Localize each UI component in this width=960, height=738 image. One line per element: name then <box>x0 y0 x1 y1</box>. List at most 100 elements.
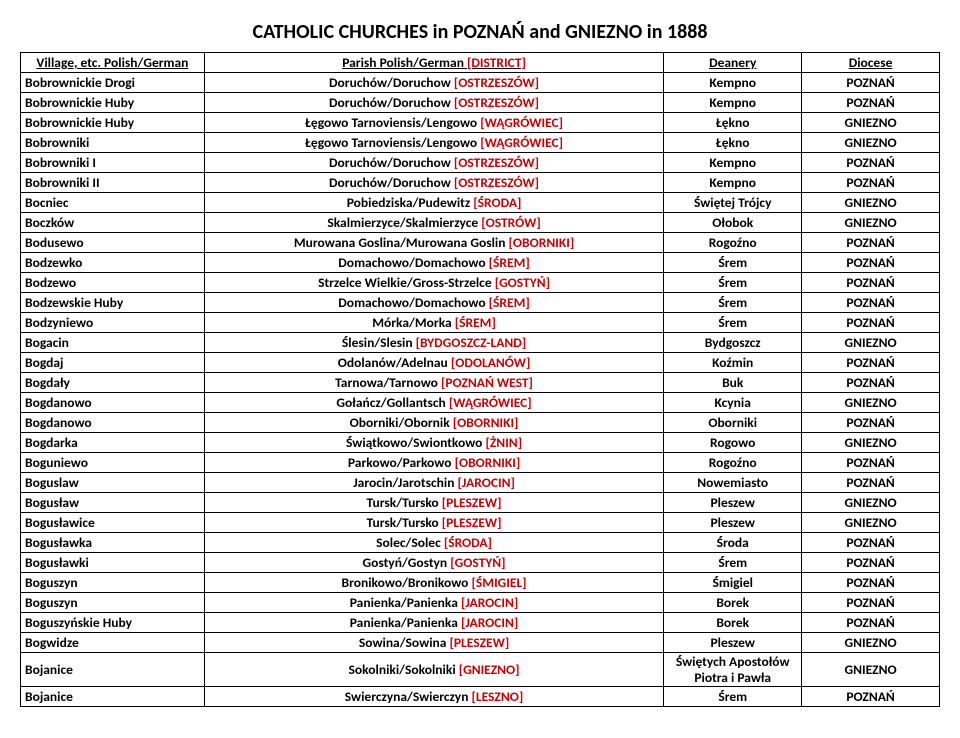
district-text: [ŚREM] <box>455 314 496 331</box>
deanery-cell: Środa <box>664 533 802 553</box>
village-cell: Bogusław <box>21 493 205 513</box>
diocese-cell: POZNAŃ <box>802 373 940 393</box>
page-title: CATHOLIC CHURCHES in POZNAŃ and GNIEZNO … <box>20 20 940 44</box>
parish-cell: Doruchów/Doruchow [OSTRZESZÓW] <box>204 153 664 173</box>
parish-cell: Odolanów/Adelnau [ODOLANÓW] <box>204 353 664 373</box>
deanery-cell: Śrem <box>664 313 802 333</box>
village-cell: Boguszyńskie Huby <box>21 613 205 633</box>
village-cell: Bogusławki <box>21 553 205 573</box>
table-row: BojaniceSokolniki/Sokolniki [GNIEZNO]Świ… <box>21 653 940 687</box>
deanery-cell: Rogoźno <box>664 453 802 473</box>
parish-text: Świątkowo/Swiontkowo <box>346 434 485 451</box>
parish-text: Skalmierzyce/Skalmierzyce <box>327 214 481 231</box>
table-row: BobrownikiŁęgowo Tarnoviensis/Lengowo [W… <box>21 133 940 153</box>
district-text: [OBORNIKI] <box>509 234 575 251</box>
parish-cell: Solec/Solec [ŚRODA] <box>204 533 664 553</box>
parish-text: Murowana Goslina/Murowana Goslin <box>294 234 509 251</box>
diocese-cell: POZNAŃ <box>802 593 940 613</box>
village-cell: Bodzewskie Huby <box>21 293 205 313</box>
parish-cell: Mórka/Morka [ŚREM] <box>204 313 664 333</box>
village-cell: Bodusewo <box>21 233 205 253</box>
diocese-cell: GNIEZNO <box>802 493 940 513</box>
district-text: [OBORNIKI] <box>453 414 519 431</box>
village-cell: Bogdaj <box>21 353 205 373</box>
district-text: [ŻNIN] <box>485 434 522 451</box>
parish-text: Oborniki/Obornik <box>350 414 453 431</box>
district-text: [OSTRZESZÓW] <box>454 94 539 111</box>
parish-text: Mórka/Morka <box>372 314 455 331</box>
deanery-cell: Kempno <box>664 173 802 193</box>
diocese-cell: POZNAŃ <box>802 233 940 253</box>
district-text: [POZNAŃ WEST] <box>441 374 533 391</box>
parish-cell: Gołańcz/Gollantsch [WĄGRÓWIEC] <box>204 393 664 413</box>
parish-text: Tursk/Tursko <box>367 494 442 511</box>
table-row: BogusławkiGostyń/Gostyn [GOSTYŃ]ŚremPOZN… <box>21 553 940 573</box>
deanery-cell: Pleszew <box>664 493 802 513</box>
header-parish: Parish Polish/German [DISTRICT] <box>204 53 664 73</box>
parish-cell: Murowana Goslina/Murowana Goslin [OBORNI… <box>204 233 664 253</box>
header-village: Village, etc. Polish/German <box>21 53 205 73</box>
diocese-cell: GNIEZNO <box>802 213 940 233</box>
district-text: [JAROCIN] <box>458 474 515 491</box>
diocese-cell: GNIEZNO <box>802 193 940 213</box>
parish-cell: Skalmierzyce/Skalmierzyce [OSTRÓW] <box>204 213 664 233</box>
diocese-cell: POZNAŃ <box>802 413 940 433</box>
parish-text: Parkowo/Parkowo <box>348 454 455 471</box>
parish-cell: Doruchów/Doruchow [OSTRZESZÓW] <box>204 173 664 193</box>
diocese-cell: GNIEZNO <box>802 513 940 533</box>
deanery-cell: Pleszew <box>664 633 802 653</box>
table-row: Bobrowniki IIDoruchów/Doruchow [OSTRZESZ… <box>21 173 940 193</box>
header-deanery: Deanery <box>664 53 802 73</box>
parish-text: Sowina/Sowina <box>359 634 450 651</box>
district-text: [PLESZEW] <box>449 634 509 651</box>
village-cell: Boguniewo <box>21 453 205 473</box>
district-text: [GOSTYŃ] <box>495 274 550 291</box>
deanery-cell: Kempno <box>664 153 802 173</box>
deanery-cell: Łękno <box>664 133 802 153</box>
deanery-cell: Bydgoszcz <box>664 333 802 353</box>
parish-cell: Domachowo/Domachowo [ŚREM] <box>204 253 664 273</box>
deanery-cell: Łękno <box>664 113 802 133</box>
parish-text: Gostyń/Gostyn <box>363 554 451 571</box>
deanery-cell: Śmigiel <box>664 573 802 593</box>
district-text: [OSTRZESZÓW] <box>454 174 539 191</box>
village-cell: Boguszyn <box>21 573 205 593</box>
table-row: BoguszynBronikowo/Bronikowo [ŚMIGIEL]Śmi… <box>21 573 940 593</box>
deanery-cell: Świętych Apostołów Piotra i Pawła <box>664 653 802 687</box>
village-cell: Boguszyn <box>21 593 205 613</box>
parish-cell: Tursk/Tursko [PLESZEW] <box>204 493 664 513</box>
district-text: [OSTRÓW] <box>481 214 541 231</box>
parish-text: Doruchów/Doruchow <box>329 174 454 191</box>
village-cell: Bobrownickie Huby <box>21 113 205 133</box>
parish-cell: Parkowo/Parkowo [OBORNIKI] <box>204 453 664 473</box>
parish-text: Łęgowo Tarnoviensis/Lengowo <box>305 134 480 151</box>
table-row: BogusławTursk/Tursko [PLESZEW]PleszewGNI… <box>21 493 940 513</box>
deanery-cell: Śrem <box>664 553 802 573</box>
parish-cell: Pobiedziska/Pudewitz [ŚRODA] <box>204 193 664 213</box>
table-row: BoczkówSkalmierzyce/Skalmierzyce [OSTRÓW… <box>21 213 940 233</box>
district-text: [BYDGOSZCZ-LAND] <box>416 334 527 351</box>
table-row: Bodzewskie HubyDomachowo/Domachowo [ŚREM… <box>21 293 940 313</box>
parish-text: Solec/Solec <box>376 534 444 551</box>
diocese-cell: POZNAŃ <box>802 73 940 93</box>
district-text: [WĄGRÓWIEC] <box>480 134 563 151</box>
district-text: [OBORNIKI] <box>455 454 521 471</box>
table-row: Boguszyńskie HubyPanienka/Panienka [JARO… <box>21 613 940 633</box>
parish-text: Panienka/Panienka <box>350 594 461 611</box>
table-row: BoguslawJarocin/Jarotschin [JAROCIN]Nowe… <box>21 473 940 493</box>
diocese-cell: POZNAŃ <box>802 173 940 193</box>
parish-cell: Ślesin/Slesin [BYDGOSZCZ-LAND] <box>204 333 664 353</box>
village-cell: Bogacin <box>21 333 205 353</box>
diocese-cell: GNIEZNO <box>802 433 940 453</box>
diocese-cell: GNIEZNO <box>802 653 940 687</box>
header-diocese: Diocese <box>802 53 940 73</box>
village-cell: Bodzewo <box>21 273 205 293</box>
village-cell: Bogdarka <box>21 433 205 453</box>
village-cell: Bogdanowo <box>21 413 205 433</box>
village-cell: Bogusławice <box>21 513 205 533</box>
table-row: BocniecPobiedziska/Pudewitz [ŚRODA]Święt… <box>21 193 940 213</box>
parish-text: Łęgowo Tarnoviensis/Lengowo <box>305 114 480 131</box>
deanery-cell: Kempno <box>664 73 802 93</box>
deanery-cell: Ołobok <box>664 213 802 233</box>
diocese-cell: POZNAŃ <box>802 473 940 493</box>
